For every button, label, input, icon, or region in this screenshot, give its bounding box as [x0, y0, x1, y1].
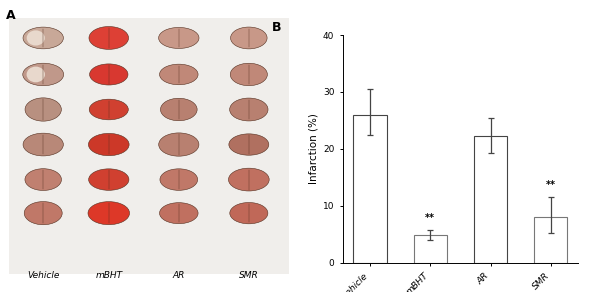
Text: **: **	[426, 213, 435, 223]
Bar	[353, 115, 387, 263]
Ellipse shape	[159, 133, 199, 156]
Ellipse shape	[228, 168, 269, 191]
Ellipse shape	[160, 98, 197, 121]
Ellipse shape	[27, 30, 45, 46]
Text: SMR: SMR	[239, 271, 259, 280]
Bar	[534, 217, 567, 263]
Ellipse shape	[160, 203, 198, 224]
Text: mBHT: mBHT	[95, 271, 122, 280]
Y-axis label: Infarction (%): Infarction (%)	[309, 114, 319, 184]
Bar	[474, 136, 507, 263]
Ellipse shape	[231, 27, 267, 49]
Ellipse shape	[230, 203, 268, 224]
Text: B: B	[272, 21, 281, 34]
Bar	[414, 235, 447, 263]
Ellipse shape	[88, 202, 129, 225]
Ellipse shape	[230, 63, 268, 86]
Text: A: A	[6, 9, 15, 22]
Ellipse shape	[27, 67, 45, 82]
Ellipse shape	[159, 27, 199, 48]
Ellipse shape	[88, 133, 129, 156]
Ellipse shape	[89, 64, 128, 85]
Ellipse shape	[89, 169, 129, 190]
Text: AR: AR	[173, 271, 185, 280]
Ellipse shape	[229, 134, 269, 155]
Ellipse shape	[23, 27, 63, 49]
Ellipse shape	[160, 64, 198, 85]
Ellipse shape	[24, 201, 62, 225]
Ellipse shape	[89, 27, 129, 49]
Ellipse shape	[89, 99, 128, 120]
Ellipse shape	[23, 133, 63, 156]
FancyBboxPatch shape	[9, 18, 289, 274]
Ellipse shape	[23, 63, 64, 86]
Ellipse shape	[160, 169, 198, 190]
Ellipse shape	[229, 98, 268, 121]
Text: **: **	[546, 180, 556, 190]
Ellipse shape	[25, 98, 61, 121]
Ellipse shape	[25, 169, 61, 190]
Text: Vehicle: Vehicle	[27, 271, 60, 280]
